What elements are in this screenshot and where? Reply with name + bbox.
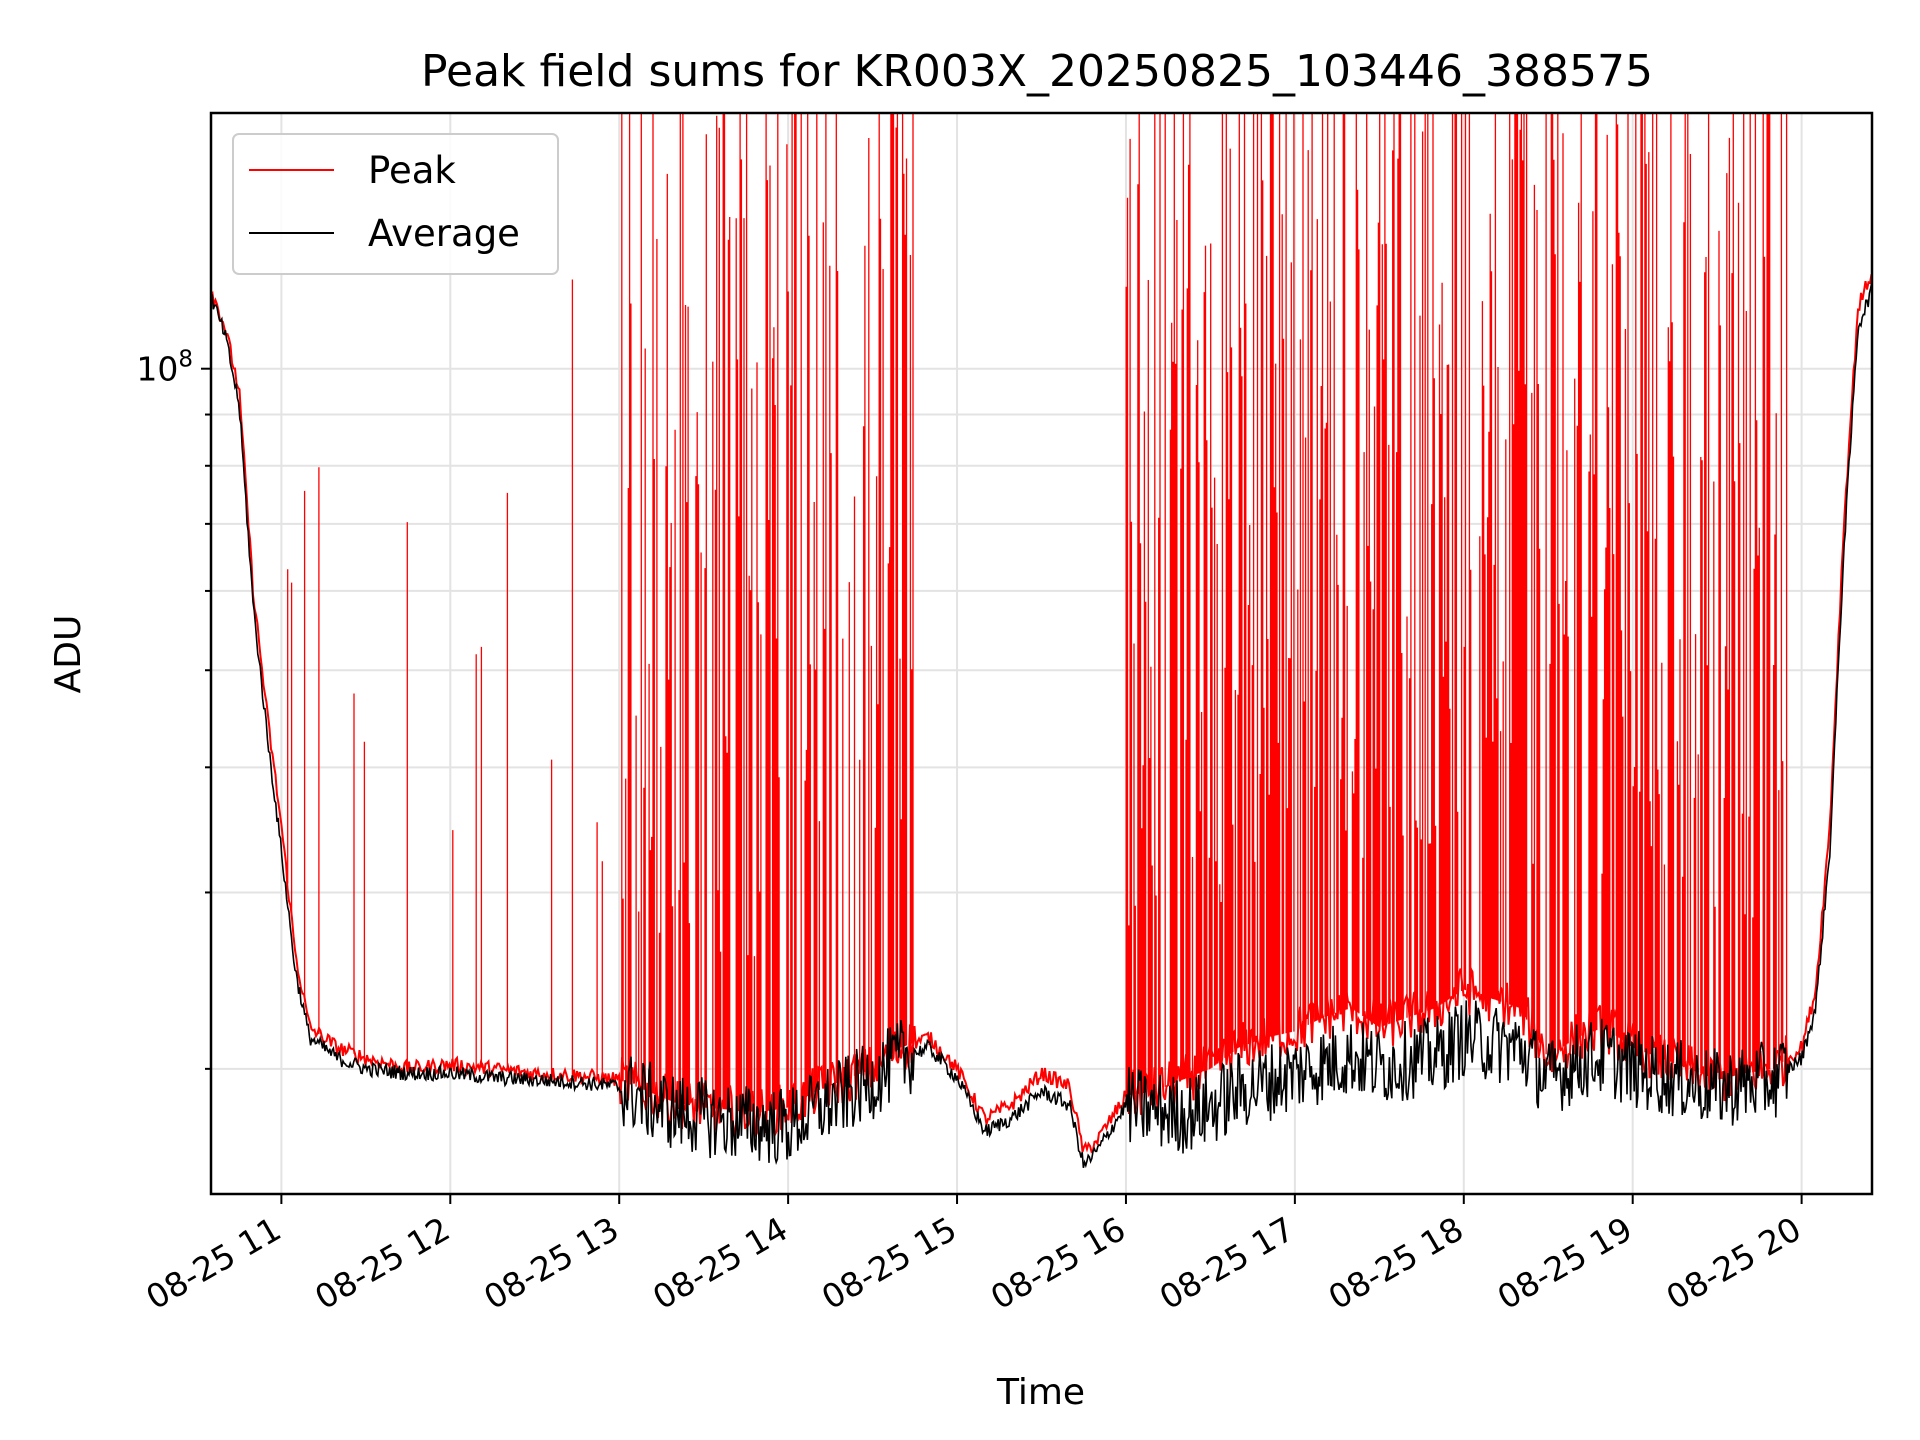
x-axis-ticks: 08-25 11 08-25 12 08-25 13 08-25 14 08-25 15…	[139, 1194, 1808, 1317]
y-axis-label: ADU	[48, 615, 89, 694]
x-tick-label: 08-25 18	[1322, 1209, 1470, 1317]
x-axis-label: Time	[996, 1372, 1085, 1413]
peak-spikes-band	[287, 113, 1788, 1113]
y-axis-ticks: 108	[136, 347, 211, 1070]
x-tick-label: 08-25 12	[308, 1209, 456, 1317]
legend: Peak Average	[232, 133, 559, 275]
x-tick-label: 08-25 14	[646, 1209, 794, 1317]
x-tick-label: 08-25 15	[815, 1209, 963, 1317]
x-tick-label: 08-25 11	[139, 1209, 287, 1317]
x-tick-label: 08-25 19	[1491, 1209, 1639, 1317]
series-line-average	[211, 282, 1872, 1169]
peak-spikes	[287, 113, 1788, 1113]
legend-label-peak: Peak	[368, 149, 456, 192]
x-tick-label: 08-25 16	[984, 1209, 1132, 1317]
x-tick-label: 08-25 13	[477, 1209, 625, 1317]
series-line-peak	[211, 274, 1872, 1154]
series-layer	[211, 274, 1872, 1169]
chart-title: Peak field sums for KR003X_20250825_1034…	[421, 46, 1653, 97]
x-tick-label: 08-25 20	[1660, 1209, 1808, 1317]
legend-label-average: Average	[368, 212, 520, 255]
plot-frame	[209, 111, 1874, 1196]
x-tick-label: 08-25 17	[1153, 1209, 1301, 1317]
y-tick-label: 108	[136, 347, 193, 389]
